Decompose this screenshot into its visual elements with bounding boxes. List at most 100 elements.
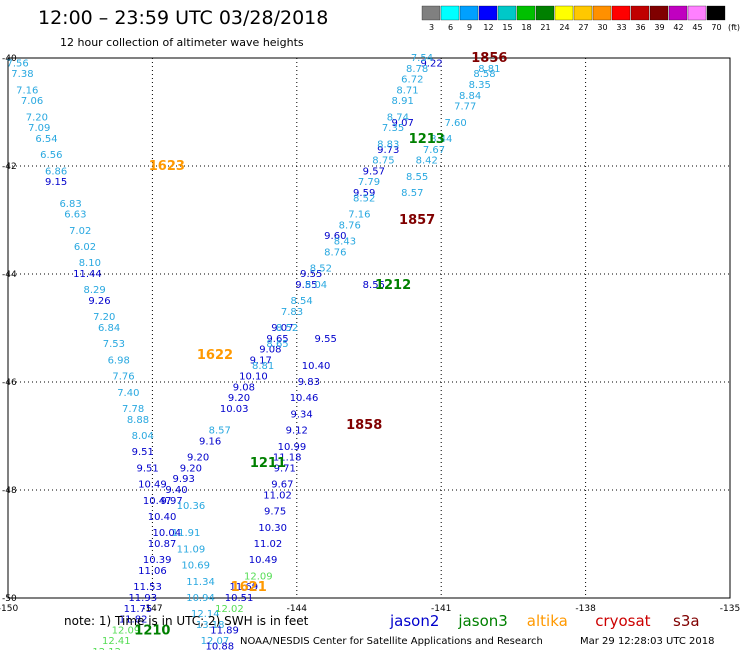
- wave-height-value: 8.71: [396, 85, 418, 96]
- pass-time-label: 1213: [409, 132, 445, 147]
- wave-height-value: 11.34: [186, 577, 215, 588]
- colorbar-label: 45: [692, 23, 702, 32]
- wave-height-value: 9.08: [233, 382, 255, 393]
- wave-height-value: 8.04: [305, 280, 327, 291]
- wave-height-value: 8.76: [324, 247, 346, 258]
- legend-entry: jason2: [389, 612, 439, 630]
- legend-entry: cryosat: [595, 612, 650, 630]
- wave-height-value: 8.42: [416, 156, 438, 167]
- colorbar-swatch: [516, 5, 536, 21]
- wave-height-value: 8.29: [84, 285, 106, 296]
- wave-height-value: 7.16: [348, 210, 370, 221]
- colorbar-label: 6: [448, 23, 453, 32]
- satellite-legend: jason2 jason3 altika cryosat s3a: [389, 612, 700, 630]
- wave-height-value: 8.52: [310, 264, 332, 275]
- colorbar-label: 9: [467, 23, 472, 32]
- x-tick-label: -138: [575, 604, 596, 614]
- pass-time-label: 1212: [375, 278, 411, 293]
- y-tick-label: -50: [2, 594, 17, 604]
- x-tick-label: -141: [431, 604, 451, 614]
- wave-height-value: 10.51: [225, 593, 254, 604]
- wave-height-value: 10.49: [249, 555, 278, 566]
- plot-frame: [7, 57, 731, 599]
- wave-height-value: 10.69: [181, 561, 210, 572]
- wave-height-value: 9.75: [264, 507, 286, 518]
- wave-height-value: 8.55: [363, 280, 385, 291]
- wave-height-value: 8.78: [406, 64, 428, 75]
- wave-height-value: 8.76: [339, 220, 361, 231]
- colorbar-label: 3: [429, 23, 434, 32]
- colorbar-swatch: [421, 5, 441, 21]
- colorbar-swatch: [554, 5, 574, 21]
- wave-height-value: 9.57: [363, 166, 385, 177]
- x-tick-label: -135: [720, 604, 740, 614]
- wave-height-value: 6.83: [59, 199, 81, 210]
- wave-height-value: 8.52: [353, 193, 375, 204]
- page-subtitle: 12 hour collection of altimeter wave hei…: [60, 36, 304, 49]
- wave-height-value: 13.18: [196, 620, 225, 631]
- colorbar-swatch: [668, 5, 688, 21]
- wave-height-value: 11.09: [177, 544, 206, 555]
- legend-entry: jason3: [457, 612, 507, 630]
- wave-height-value: 10.40: [302, 361, 331, 372]
- wave-height-value: 8.44: [430, 134, 452, 145]
- wave-height-value: 11.44: [73, 269, 102, 280]
- pass-time-label: 1621: [231, 580, 267, 595]
- wave-height-value: 10.39: [143, 555, 172, 566]
- wave-height-value: 8.75: [372, 156, 394, 167]
- wave-height-value: 8.74: [387, 112, 409, 123]
- pass-time-label: 1857: [399, 213, 435, 228]
- wave-height-value: 12.12: [92, 647, 121, 650]
- wave-height-value: 9.71: [274, 463, 296, 474]
- y-tick-label: -42: [2, 162, 17, 172]
- wave-height-value: 11.02: [263, 490, 292, 501]
- pass-time-label: 1858: [346, 418, 382, 433]
- wave-height-value: 8.91: [392, 96, 414, 107]
- colorbar-label: 42: [673, 23, 683, 32]
- wave-height-value: 7.54: [411, 53, 433, 64]
- wave-height-value: 10.88: [205, 642, 234, 650]
- wave-height-value: 8.83: [377, 139, 399, 150]
- wave-height-value: 9.67: [271, 480, 293, 491]
- wave-height-value: 11.02: [254, 539, 283, 550]
- wave-height-value: 8.81: [478, 64, 500, 75]
- colorbar-label: 70: [711, 23, 721, 32]
- wave-height-value: 8.04: [132, 431, 154, 442]
- wave-height-value: 9.20: [187, 453, 209, 464]
- wave-height-value: 10.47: [143, 496, 172, 507]
- wave-height-value: 9.65: [266, 334, 288, 345]
- wave-height-value: 9.73: [377, 145, 399, 156]
- y-tick-label: -44: [2, 270, 17, 280]
- wave-height-value: 11.89: [210, 625, 239, 636]
- wave-height-value: 9.07: [271, 323, 293, 334]
- legend-entry: s3a: [673, 612, 700, 630]
- wave-height-value: 7.20: [93, 312, 115, 323]
- pass-time-label: 1622: [197, 348, 233, 363]
- wave-height-value: 9.08: [259, 345, 281, 356]
- page-title: 12:00 – 23:59 UTC 03/28/2018: [38, 7, 328, 29]
- wave-height-value: 12.09: [112, 625, 141, 636]
- wave-height-value: 6.63: [64, 210, 86, 221]
- wave-height-value: 8.88: [127, 415, 149, 426]
- wave-height-value: 9.55: [295, 280, 317, 291]
- x-tick-label: -147: [142, 604, 162, 614]
- colorbar-swatch: [459, 5, 479, 21]
- credit-text: NOAA/NESDIS Center for Satellite Applica…: [240, 636, 543, 647]
- y-tick-label: -46: [2, 378, 17, 388]
- wave-height-value: 7.83: [281, 307, 303, 318]
- wave-height-value: 7.09: [28, 123, 50, 134]
- wave-height-value: 8.84: [459, 91, 481, 102]
- wave-height-value: 11.69: [230, 582, 259, 593]
- wave-height-value: 9.20: [180, 463, 202, 474]
- wave-height-value: 10.99: [278, 442, 307, 453]
- wave-height-value: 6.54: [35, 134, 57, 145]
- wave-height-value: 9.16: [199, 436, 221, 447]
- grid-lines: [8, 58, 730, 598]
- wave-height-value: 9.20: [228, 393, 250, 404]
- wave-height-value: 11.18: [273, 453, 302, 464]
- wave-height-value: 6.56: [40, 150, 62, 161]
- plot-area: -40 -42 -44 -46 -48 -50-150 -147 -144 -141 -138 -1…: [0, 51, 740, 650]
- wave-height-value: 10.36: [177, 501, 206, 512]
- wave-height-value: 9.34: [290, 409, 312, 420]
